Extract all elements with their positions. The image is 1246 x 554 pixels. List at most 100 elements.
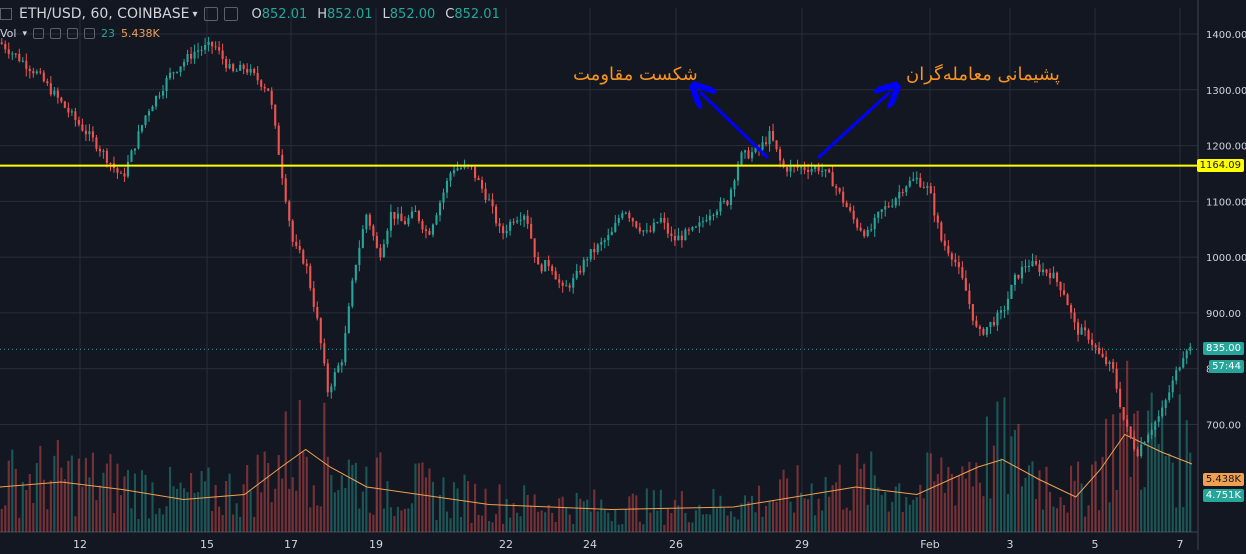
candle-body bbox=[505, 230, 508, 234]
volume-bar bbox=[898, 483, 901, 532]
close-icon[interactable] bbox=[84, 28, 95, 39]
volume-bar bbox=[319, 506, 322, 532]
candle-body bbox=[642, 230, 645, 232]
candle-body bbox=[105, 150, 108, 164]
candle-body bbox=[407, 217, 410, 225]
volume-bar bbox=[1140, 489, 1143, 532]
candle-body bbox=[88, 131, 91, 135]
volume-bar bbox=[1126, 360, 1129, 532]
hide-icon[interactable] bbox=[223, 7, 238, 21]
candle-body bbox=[743, 150, 747, 153]
volume-bar bbox=[140, 470, 144, 532]
volume-bar bbox=[575, 492, 578, 532]
volume-bar bbox=[60, 467, 63, 532]
candle-body bbox=[133, 148, 137, 151]
volume-bar bbox=[379, 452, 382, 532]
volume-bar bbox=[1094, 461, 1097, 532]
candle-body bbox=[849, 207, 852, 211]
volume-label[interactable]: Vol bbox=[0, 27, 17, 40]
eye-icon[interactable] bbox=[33, 28, 44, 39]
volume-bar bbox=[877, 487, 880, 532]
candle-body bbox=[673, 235, 676, 241]
candle-body bbox=[456, 168, 459, 171]
volume-bar bbox=[589, 511, 592, 532]
more-icon[interactable] bbox=[67, 28, 78, 39]
volume-bar bbox=[431, 481, 435, 532]
volume-bar bbox=[971, 486, 974, 532]
volume-bar bbox=[1027, 465, 1031, 532]
volume-bar bbox=[91, 452, 94, 532]
candle-body bbox=[161, 90, 165, 96]
candle-body bbox=[519, 219, 522, 221]
candle-body bbox=[1084, 327, 1087, 331]
volume-bar bbox=[624, 509, 627, 532]
volume-bar bbox=[277, 454, 280, 532]
volume-bar bbox=[1161, 406, 1164, 532]
volume-bar bbox=[361, 491, 364, 532]
candle-body bbox=[361, 229, 364, 248]
volume-bar bbox=[1119, 412, 1122, 532]
candle-body bbox=[344, 333, 347, 363]
candle-body bbox=[621, 213, 624, 219]
candle-body bbox=[175, 71, 179, 73]
candle-body bbox=[891, 205, 894, 207]
volume-bar bbox=[491, 522, 494, 532]
settings-icon[interactable] bbox=[50, 28, 61, 39]
candle-body bbox=[691, 227, 694, 231]
candle-body bbox=[183, 61, 186, 67]
volume-bar bbox=[533, 494, 536, 532]
volume-bar bbox=[743, 495, 747, 532]
volume-bar bbox=[929, 453, 932, 532]
candle-body bbox=[242, 64, 245, 69]
volume-bar bbox=[1017, 423, 1020, 532]
symbol-selector[interactable]: ETH/USD, 60, COINBASE ▾ bbox=[0, 6, 198, 22]
volume-bar bbox=[260, 492, 263, 532]
volume-bar bbox=[670, 513, 673, 532]
candle-body bbox=[477, 178, 480, 180]
volume-bar bbox=[1020, 486, 1024, 532]
candle-body bbox=[1133, 437, 1136, 450]
candle-body bbox=[42, 72, 45, 82]
volume-bar bbox=[1073, 480, 1076, 532]
volume-bar bbox=[417, 463, 421, 532]
ohlc-close: C852.01 bbox=[445, 6, 500, 22]
candle-body bbox=[1154, 421, 1157, 430]
candle-body bbox=[1077, 322, 1080, 335]
candle-body bbox=[652, 222, 655, 232]
volume-bar bbox=[53, 455, 56, 532]
candle-body bbox=[228, 64, 231, 69]
candle-body bbox=[53, 90, 56, 95]
chevron-down-icon[interactable]: ▾ bbox=[192, 8, 198, 20]
candle-body bbox=[729, 189, 733, 205]
settings-icon[interactable] bbox=[203, 7, 218, 21]
candle-body bbox=[898, 191, 901, 199]
candle-body bbox=[239, 64, 242, 71]
volume-bar bbox=[715, 508, 719, 532]
volume-bar bbox=[1112, 414, 1115, 532]
volume-bar bbox=[915, 497, 918, 532]
candle-body bbox=[225, 58, 228, 69]
volume-bar bbox=[1150, 392, 1153, 532]
volume-bar bbox=[894, 486, 897, 532]
candle-body bbox=[547, 259, 550, 267]
candle-body bbox=[558, 279, 561, 283]
candle-body bbox=[309, 266, 312, 289]
volume-bar bbox=[698, 504, 701, 532]
volume-bar bbox=[603, 509, 606, 532]
collapse-icon[interactable] bbox=[0, 8, 12, 20]
volume-bar bbox=[1171, 462, 1174, 532]
volume-bar bbox=[133, 473, 137, 532]
chevron-down-icon[interactable]: ▾ bbox=[22, 28, 27, 39]
volume-bar bbox=[638, 521, 641, 532]
volume-bar bbox=[565, 507, 568, 532]
candle-body bbox=[554, 271, 557, 280]
candle-body bbox=[260, 80, 263, 87]
volume-bar bbox=[168, 466, 172, 532]
candle-body bbox=[880, 209, 883, 213]
volume-bar bbox=[358, 508, 361, 532]
candle-body bbox=[431, 224, 435, 235]
candle-body bbox=[733, 180, 736, 190]
volume-bar bbox=[18, 517, 21, 532]
